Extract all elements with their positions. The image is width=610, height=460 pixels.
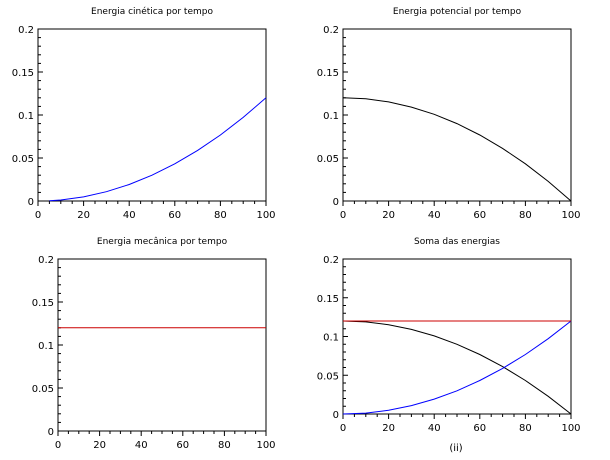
y-tick-label: 0.1 (38, 341, 54, 352)
y-tick-label: 0 (333, 410, 339, 421)
y-tick-label: 0.05 (317, 371, 339, 382)
x-tick-label: 80 (218, 440, 231, 451)
chart-title: Energia potencial por tempo (393, 7, 522, 17)
chart-title: Soma das energias (414, 237, 500, 247)
x-tick-label: 100 (256, 210, 275, 221)
x-tick-label: 100 (561, 423, 580, 434)
x-tick-label: 20 (382, 423, 395, 434)
chart-panel-4: Soma das energias 0 20 40 60 80 100 0 0.05 0.1 0.1… (317, 237, 581, 434)
y-tick-label: 0.2 (38, 255, 54, 266)
x-tick-label: 60 (473, 210, 486, 221)
y-tick-label: 0.1 (323, 333, 339, 344)
x-tick-label: 0 (35, 210, 41, 221)
x-tick-label: 20 (382, 210, 395, 221)
x-tick-label: 0 (55, 440, 61, 451)
y-tick-label: 0 (333, 197, 339, 208)
y-tick-label: 0.2 (323, 25, 339, 36)
x-tick-label: 20 (77, 210, 90, 221)
chart-title: Energia cinética por tempo (91, 6, 213, 17)
y-tick-label: 0.15 (12, 68, 34, 79)
x-tick-label: 0 (340, 423, 346, 434)
series-line-1 (49, 97, 267, 202)
y-tick-label: 0.1 (18, 111, 34, 122)
plot-frame (342, 28, 572, 202)
x-tick-label: 80 (519, 210, 532, 221)
x-tick-label: 60 (176, 440, 189, 451)
x-tick-label: 20 (93, 440, 106, 451)
y-tick-label: 0.15 (32, 298, 54, 309)
y-tick-label: 0.05 (12, 154, 34, 165)
y-tick-label: 0.2 (18, 25, 34, 36)
x-tick-label: 40 (123, 210, 136, 221)
x-tick-label: 40 (428, 423, 441, 434)
y-tick-label: 0.15 (317, 68, 339, 79)
y-tick-label: 0.2 (323, 255, 339, 266)
series-line-1 (342, 320, 572, 415)
x-tick-label: 40 (135, 440, 148, 451)
chart-panel-3: Energia mecânica por tempo 0 20 40 60 80 100 0 0… (32, 237, 276, 451)
y-tick-label: 0 (48, 427, 54, 438)
x-tick-label: 100 (256, 440, 275, 451)
x-tick-label: 60 (473, 423, 486, 434)
y-tick-label: 0.05 (32, 384, 54, 395)
plot-frame (57, 258, 267, 432)
x-tick-label: 40 (428, 210, 441, 221)
series-line-2 (342, 320, 572, 415)
x-tick-label: 0 (340, 210, 346, 221)
x-tick-label: 80 (519, 423, 532, 434)
chart-title: Energia mecânica por tempo (97, 237, 228, 247)
y-tick-label: 0 (28, 197, 34, 208)
chart-panel-1: Energia cinética por tempo 0 20 40 60 80 100 0 0… (12, 6, 276, 221)
x-tick-label: 60 (168, 210, 181, 221)
y-tick-label: 0.15 (317, 294, 339, 305)
chart-panel-2: Energia potencial por tempo 0 20 40 60 80 100 0… (317, 7, 581, 221)
y-tick-label: 0.1 (323, 111, 339, 122)
y-tick-label: 0.05 (317, 154, 339, 165)
x-tick-label: 100 (561, 210, 580, 221)
series-line-1 (342, 97, 572, 202)
x-tick-label: 80 (214, 210, 227, 221)
figure-caption: (ii) (449, 443, 462, 454)
